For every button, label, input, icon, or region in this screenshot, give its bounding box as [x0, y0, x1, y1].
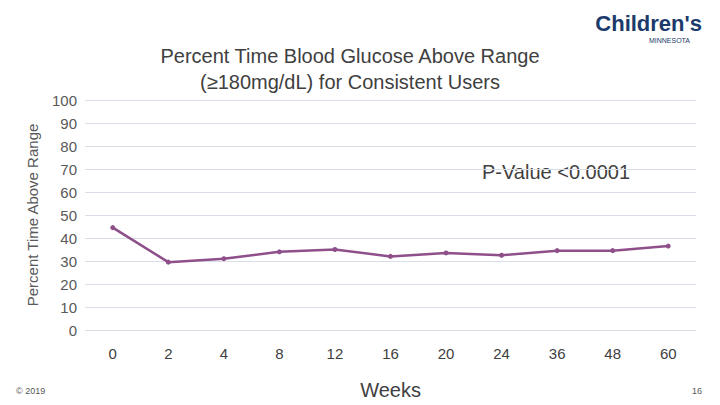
svg-text:10: 10 [60, 299, 77, 316]
svg-text:Children's: Children's [595, 11, 702, 36]
svg-text:Percent Time Above Range: Percent Time Above Range [24, 124, 41, 307]
svg-text:(≥180mg/dL) for Consistent Use: (≥180mg/dL) for Consistent Users [200, 71, 500, 93]
svg-text:0: 0 [109, 345, 117, 362]
svg-text:Percent Time Blood Glucose Abo: Percent Time Blood Glucose Above Range [160, 45, 539, 67]
svg-text:100: 100 [52, 92, 77, 109]
svg-text:4: 4 [220, 345, 228, 362]
svg-text:36: 36 [549, 345, 566, 362]
svg-text:MINNESOTA: MINNESOTA [649, 37, 690, 44]
svg-text:30: 30 [60, 253, 77, 270]
svg-text:Weeks: Weeks [360, 379, 421, 401]
svg-text:16: 16 [382, 345, 399, 362]
svg-text:40: 40 [60, 230, 77, 247]
svg-text:48: 48 [604, 345, 621, 362]
svg-text:20: 20 [60, 276, 77, 293]
svg-text:16: 16 [692, 386, 702, 396]
svg-text:70: 70 [60, 161, 77, 178]
svg-text:90: 90 [60, 115, 77, 132]
svg-text:0: 0 [69, 322, 77, 339]
svg-text:20: 20 [438, 345, 455, 362]
svg-text:© 2019: © 2019 [16, 386, 45, 396]
svg-text:12: 12 [327, 345, 344, 362]
svg-text:8: 8 [275, 345, 283, 362]
svg-text:2: 2 [164, 345, 172, 362]
svg-text:60: 60 [60, 184, 77, 201]
svg-text:60: 60 [660, 345, 677, 362]
svg-text:24: 24 [493, 345, 510, 362]
svg-text:80: 80 [60, 138, 77, 155]
svg-text:50: 50 [60, 207, 77, 224]
svg-text:P-Value <0.0001: P-Value <0.0001 [482, 161, 630, 183]
